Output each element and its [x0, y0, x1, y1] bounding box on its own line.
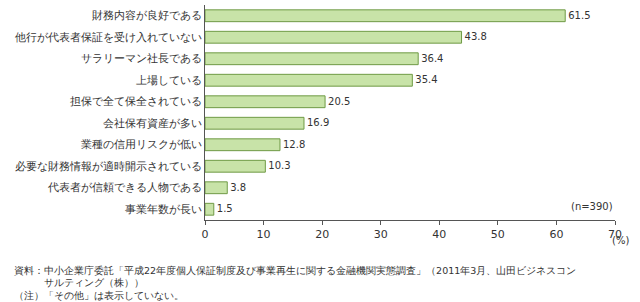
- svg-text:40: 40: [432, 228, 446, 241]
- svg-text:業種の信用リスクが低い: 業種の信用リスクが低い: [81, 138, 202, 150]
- svg-text:他行が代表者保証を受け入れていない: 他行が代表者保証を受け入れていない: [15, 31, 202, 44]
- svg-text:60: 60: [549, 228, 563, 241]
- svg-text:必要な財務情報が適時開示されている: 必要な財務情報が適時開示されている: [15, 160, 202, 172]
- svg-text:(n=390): (n=390): [571, 201, 613, 212]
- svg-text:50: 50: [491, 228, 505, 241]
- svg-text:30: 30: [374, 228, 388, 241]
- svg-text:上場している: 上場している: [136, 74, 202, 86]
- svg-text:20.5: 20.5: [328, 96, 350, 107]
- svg-text:資料：中小企業庁委託「平成22年度個人保証制度及び事業再生に: 資料：中小企業庁委託「平成22年度個人保証制度及び事業再生に関する金融機関実態調…: [14, 265, 576, 301]
- svg-text:1.5: 1.5: [217, 203, 233, 214]
- svg-text:(%): (%): [612, 235, 629, 246]
- svg-text:10.3: 10.3: [268, 160, 290, 171]
- svg-text:36.4: 36.4: [421, 53, 443, 64]
- svg-text:10: 10: [257, 228, 271, 241]
- svg-text:20: 20: [315, 228, 329, 241]
- svg-text:会社保有資産が多い: 会社保有資産が多い: [103, 117, 202, 129]
- svg-text:0: 0: [202, 228, 209, 241]
- svg-text:43.8: 43.8: [465, 31, 487, 42]
- svg-text:70: 70: [608, 228, 622, 241]
- svg-text:61.5: 61.5: [568, 10, 590, 21]
- svg-text:16.9: 16.9: [307, 117, 329, 128]
- svg-text:事業年数が長い: 事業年数が長い: [125, 203, 202, 215]
- svg-text:サラリーマン社長である: サラリーマン社長である: [81, 52, 202, 64]
- svg-text:12.8: 12.8: [283, 139, 305, 150]
- svg-text:担保で全て保全されている: 担保で全て保全されている: [70, 95, 202, 107]
- svg-text:財務内容が良好である: 財務内容が良好である: [92, 9, 202, 21]
- svg-text:代表者が信頼できる人物である: 代表者が信頼できる人物である: [47, 181, 202, 193]
- svg-text:35.4: 35.4: [415, 74, 437, 85]
- svg-text:3.8: 3.8: [230, 182, 246, 193]
